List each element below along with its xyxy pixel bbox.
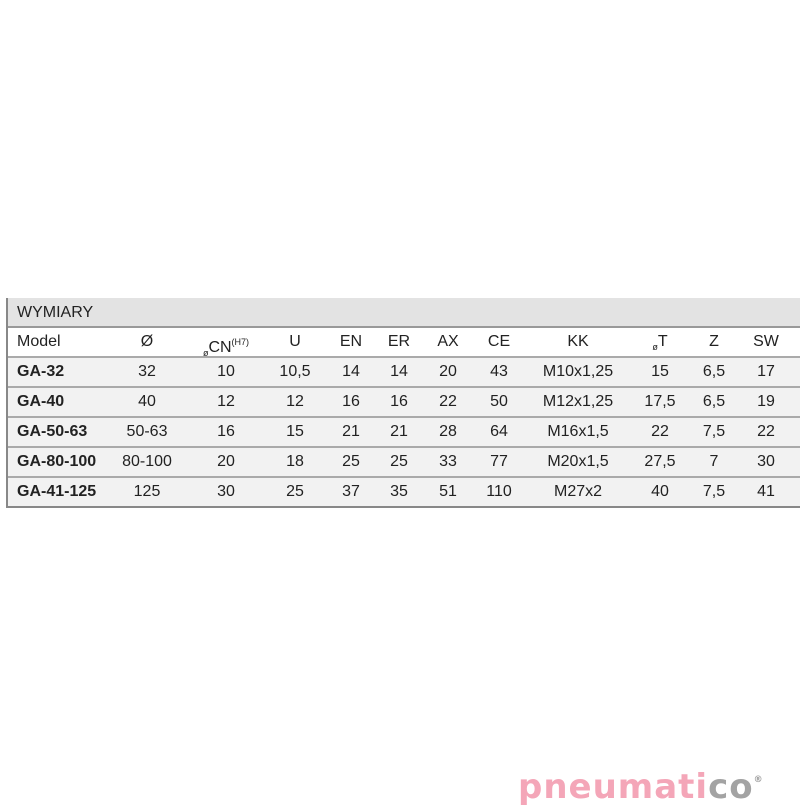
cell-model: GA-80-100 bbox=[17, 453, 97, 470]
header-ax: AX bbox=[437, 333, 459, 350]
cell-kk: M12x1,25 bbox=[542, 393, 614, 410]
header-t: øT bbox=[652, 333, 668, 352]
header-cn: øCN(H7) bbox=[202, 337, 250, 358]
header-er: ER bbox=[387, 333, 411, 350]
cell-er: 25 bbox=[390, 453, 408, 470]
header-diameter: Ø bbox=[140, 333, 154, 350]
cell-kk: M10x1,25 bbox=[542, 363, 614, 380]
cell-cn: 10 bbox=[217, 363, 235, 380]
cell-cn: 20 bbox=[217, 453, 235, 470]
cell-t: 27,5 bbox=[644, 453, 676, 470]
cell-ce: 43 bbox=[490, 363, 508, 380]
cell-er: 16 bbox=[390, 393, 408, 410]
header-model: Model bbox=[17, 333, 61, 350]
cell-kk: M27x2 bbox=[553, 483, 603, 500]
dimensions-table: WYMIARY Model Ø øCN(H7) U EN ER AX CE KK… bbox=[6, 298, 800, 508]
header-u: U bbox=[289, 333, 301, 350]
cell-en: 16 bbox=[342, 393, 360, 410]
table-row: GA-50-63 50-63 16 15 21 21 28 64 M16x1,5 22 7,5 22 bbox=[8, 418, 800, 448]
cell-ax: 51 bbox=[439, 483, 457, 500]
cell-sw: 30 bbox=[757, 453, 775, 470]
table-row: GA-32 32 10 10,5 14 14 20 43 M10x1,25 15 6,5 17 bbox=[8, 358, 800, 388]
cell-er: 14 bbox=[390, 363, 408, 380]
cell-er: 35 bbox=[390, 483, 408, 500]
cell-sw: 19 bbox=[757, 393, 775, 410]
cell-sw: 22 bbox=[757, 423, 775, 440]
cell-ax: 22 bbox=[439, 393, 457, 410]
cell-sw: 41 bbox=[757, 483, 775, 500]
cell-u: 12 bbox=[286, 393, 304, 410]
cell-z: 7,5 bbox=[702, 423, 726, 440]
header-z: Z bbox=[709, 333, 719, 350]
header-sw: SW bbox=[753, 333, 779, 350]
table-row: GA-40 40 12 12 16 16 22 50 M12x1,25 17,5 6,5 19 bbox=[8, 388, 800, 418]
cell-en: 14 bbox=[342, 363, 360, 380]
table-row: GA-41-125 125 30 25 37 35 51 110 M27x2 40 7,5 41 bbox=[8, 478, 800, 506]
header-en: EN bbox=[339, 333, 363, 350]
cell-ax: 20 bbox=[439, 363, 457, 380]
cell-z: 7 bbox=[709, 453, 719, 470]
header-ce: CE bbox=[487, 333, 511, 350]
cell-cn: 16 bbox=[217, 423, 235, 440]
cell-ax: 33 bbox=[439, 453, 457, 470]
cell-model: GA-41-125 bbox=[17, 483, 97, 500]
cell-t: 15 bbox=[651, 363, 669, 380]
header-kk: KK bbox=[567, 333, 589, 350]
cell-kk: M20x1,5 bbox=[547, 453, 609, 470]
cell-sw: 17 bbox=[757, 363, 775, 380]
cell-t: 22 bbox=[651, 423, 669, 440]
cell-ax: 28 bbox=[439, 423, 457, 440]
cell-z: 6,5 bbox=[702, 363, 726, 380]
cell-diameter: 32 bbox=[138, 363, 156, 380]
cell-ce: 50 bbox=[490, 393, 508, 410]
table-row: GA-80-100 80-100 20 18 25 25 33 77 M20x1,5 27,5 7 3… bbox=[8, 448, 800, 478]
cell-kk: M16x1,5 bbox=[547, 423, 609, 440]
table-title: WYMIARY bbox=[8, 298, 800, 328]
cell-cn: 12 bbox=[217, 393, 235, 410]
cell-u: 18 bbox=[286, 453, 304, 470]
cell-ce: 64 bbox=[490, 423, 508, 440]
cell-z: 6,5 bbox=[702, 393, 726, 410]
cell-diameter: 125 bbox=[133, 483, 161, 500]
cell-diameter: 40 bbox=[138, 393, 156, 410]
cell-model: GA-50-63 bbox=[17, 423, 88, 440]
cell-ce: 77 bbox=[490, 453, 508, 470]
cell-cn: 30 bbox=[217, 483, 235, 500]
cell-ce: 110 bbox=[486, 483, 512, 500]
cell-diameter: 50-63 bbox=[126, 423, 168, 440]
cell-model: GA-40 bbox=[17, 393, 65, 410]
cell-er: 21 bbox=[390, 423, 408, 440]
cell-u: 10,5 bbox=[279, 363, 311, 380]
cell-diameter: 80-100 bbox=[122, 453, 172, 470]
cell-en: 37 bbox=[342, 483, 360, 500]
cell-u: 25 bbox=[286, 483, 304, 500]
cell-u: 15 bbox=[286, 423, 304, 440]
cell-en: 25 bbox=[342, 453, 360, 470]
cell-t: 40 bbox=[651, 483, 669, 500]
cell-z: 7,5 bbox=[702, 483, 726, 500]
cell-t: 17,5 bbox=[644, 393, 676, 410]
header-row: Model Ø øCN(H7) U EN ER AX CE KK øT Z SW bbox=[8, 328, 800, 358]
cell-model: GA-32 bbox=[17, 363, 65, 380]
cell-en: 21 bbox=[342, 423, 360, 440]
